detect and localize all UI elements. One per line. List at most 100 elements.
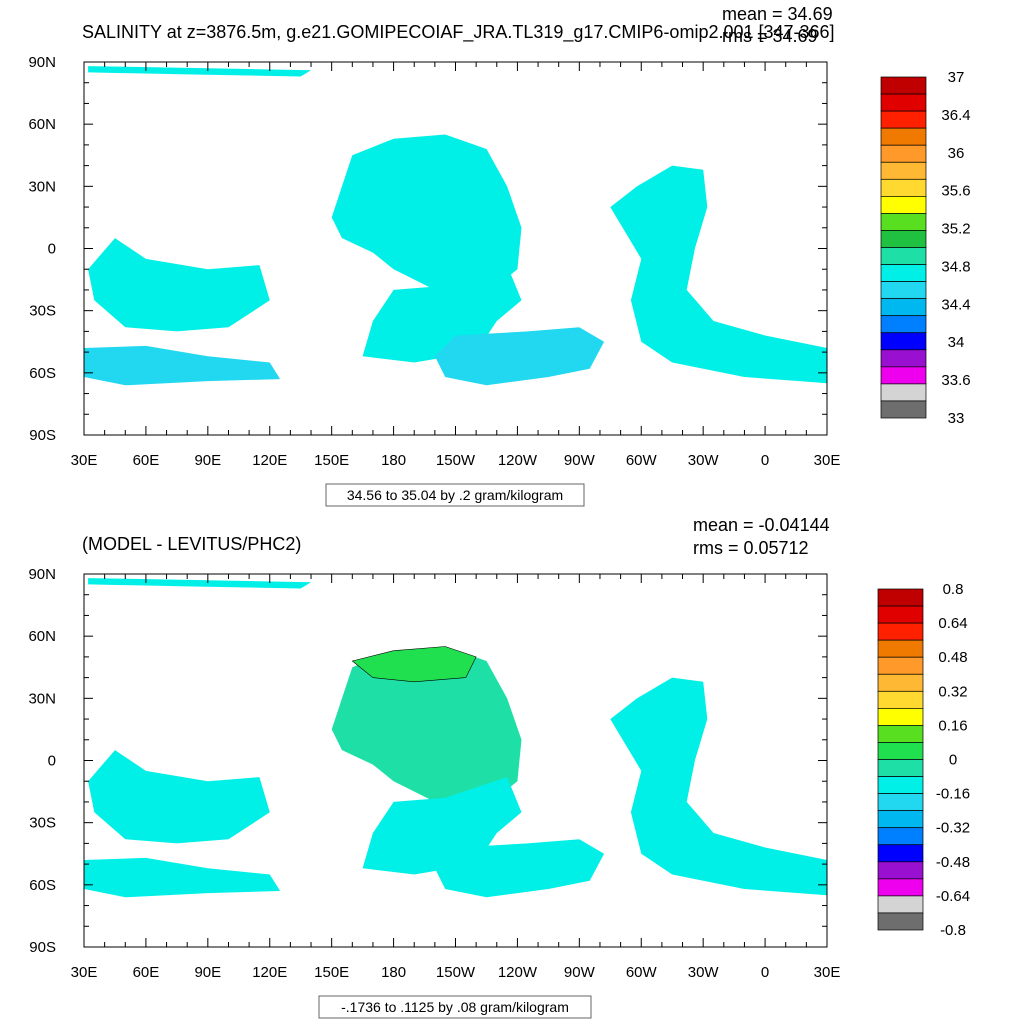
north-atlantic-fill <box>610 677 827 896</box>
southern-ocean-fill <box>434 327 605 386</box>
colorbar-swatch <box>877 912 924 931</box>
arctic-strip-fill <box>88 578 311 589</box>
info-box-frame <box>325 483 585 507</box>
colorbar-label: 34.4 <box>941 296 970 313</box>
x-tick-label: 90E <box>194 964 221 981</box>
colorbar-swatch <box>877 639 924 658</box>
panel-1: 30E 60E 90E 120E 150E 180 150W 120W 90W 60W 30W 0 30… <box>28 4 971 507</box>
colorbar-swatch <box>880 281 927 300</box>
colorbar-swatch <box>880 383 927 402</box>
x-tick-label: 30E <box>814 452 841 469</box>
y-tick-label: 30N <box>28 178 56 195</box>
stat-mean: mean = 34.69 <box>722 4 833 24</box>
colorbar-swatch <box>877 793 924 811</box>
y-tick-label: 90S <box>29 939 56 956</box>
indian-ocean-fill <box>88 750 270 844</box>
colorbar-swatch <box>880 213 927 231</box>
colorbar-swatch <box>880 161 927 180</box>
x-tick-label: 150W <box>436 452 476 469</box>
colorbar-swatch <box>877 810 924 829</box>
x-tick-label: 150W <box>436 964 476 981</box>
north-pacific-fill <box>331 646 522 807</box>
colorbar-swatch <box>877 861 924 880</box>
x-tick-label: 30E <box>814 964 841 981</box>
x-tick-label: 60W <box>626 964 658 981</box>
x-tick-label: 150E <box>314 452 349 469</box>
stat-mean: mean = -0.04144 <box>693 515 830 535</box>
colorbar: 37 36.4 36 35.6 35.2 34.8 34.4 34 33.6 33 <box>880 69 971 427</box>
colorbar-swatch <box>877 622 924 641</box>
colorbar-swatch <box>877 759 924 777</box>
colorbar-swatch <box>880 93 927 112</box>
x-tick-label: 30W <box>688 452 720 469</box>
x-tick-label: 60E <box>133 452 160 469</box>
colorbar-label: 36 <box>948 145 965 162</box>
y-tick-label: 30S <box>29 303 56 320</box>
x-tick-label: 120W <box>498 964 538 981</box>
positive-anomaly-fill <box>351 646 477 683</box>
y-tick-label: 30N <box>28 690 56 707</box>
x-tick-label: 30E <box>71 452 98 469</box>
y-tick-label: 60S <box>29 365 56 382</box>
colorbar-swatch <box>877 844 924 863</box>
x-tick-label: 0 <box>761 964 769 981</box>
antarctic-band-fill <box>84 857 281 898</box>
colorbar-label: 33.6 <box>941 372 970 389</box>
colorbar-swatch <box>877 725 924 743</box>
x-tick-label: 120E <box>252 964 287 981</box>
colorbar-swatch <box>877 742 924 760</box>
colorbar-swatch <box>880 230 927 248</box>
colorbar-label: 0.32 <box>938 683 967 700</box>
contour-info-box: -.1736 to .1125 by .08 gram/kilogram <box>318 995 592 1019</box>
y-tick-label: 0 <box>48 753 56 770</box>
info-box-text: 34.56 to 35.04 by .2 gram/kilogram <box>347 487 563 503</box>
x-tick-label: 180 <box>381 964 406 981</box>
x-tick-label: 30W <box>688 964 720 981</box>
x-tick-label: 90E <box>194 452 221 469</box>
colorbar-label: 36.4 <box>941 107 970 124</box>
y-tick-label: 90S <box>29 427 56 444</box>
colorbar-label: 0.64 <box>938 615 967 632</box>
colorbar-swatch <box>880 76 927 95</box>
colorbar-label: 35.2 <box>941 221 970 238</box>
colorbar-label: 0 <box>949 752 957 769</box>
y-tick-label: 90N <box>28 566 56 583</box>
info-box-frame <box>318 995 592 1019</box>
indian-ocean-fill <box>88 238 270 332</box>
colorbar-swatch <box>880 196 927 214</box>
colorbar-swatch <box>880 110 927 129</box>
colorbar-label: 33 <box>948 410 965 427</box>
y-tick-label: 90N <box>28 54 56 71</box>
colorbar-swatch <box>880 264 927 282</box>
chart-title: (MODEL - LEVITUS/PHC2) <box>82 534 301 554</box>
colorbar-label: -0.16 <box>936 786 970 803</box>
colorbar-label: 37 <box>948 69 965 86</box>
colorbar-swatch <box>877 707 924 726</box>
colorbar-label: 34 <box>948 334 965 351</box>
colorbar-swatch <box>877 588 924 607</box>
colorbar-swatch <box>877 827 924 846</box>
stat-rms: rms = 34.69 <box>722 26 818 46</box>
colorbar-label: 34.8 <box>941 258 970 275</box>
x-tick-label: 90W <box>564 452 596 469</box>
x-tick-label: 60E <box>133 964 160 981</box>
x-tick-label: 30E <box>71 964 98 981</box>
stat-rms: rms = 0.05712 <box>693 538 809 558</box>
contour-info-box: 34.56 to 35.04 by .2 gram/kilogram <box>325 483 585 507</box>
colorbar-swatch <box>880 247 927 265</box>
x-tick-label: 0 <box>761 452 769 469</box>
colorbar-label: -0.48 <box>936 854 970 871</box>
info-box-text: -.1736 to .1125 by .08 gram/kilogram <box>341 999 569 1015</box>
x-tick-label: 180 <box>381 452 406 469</box>
colorbar-swatch <box>880 366 927 385</box>
north-atlantic-fill <box>610 165 827 384</box>
colorbar-swatch <box>880 178 927 197</box>
y-tick-label: 60S <box>29 877 56 894</box>
chart-title: SALINITY at z=3876.5m, g.e21.GOMIPECOIAF… <box>82 22 835 43</box>
north-pacific-fill <box>331 134 522 295</box>
colorbar-swatch <box>880 349 927 368</box>
antarctic-band-fill <box>84 345 281 386</box>
y-tick-label: 60N <box>28 628 56 645</box>
colorbar-swatch <box>877 690 924 709</box>
